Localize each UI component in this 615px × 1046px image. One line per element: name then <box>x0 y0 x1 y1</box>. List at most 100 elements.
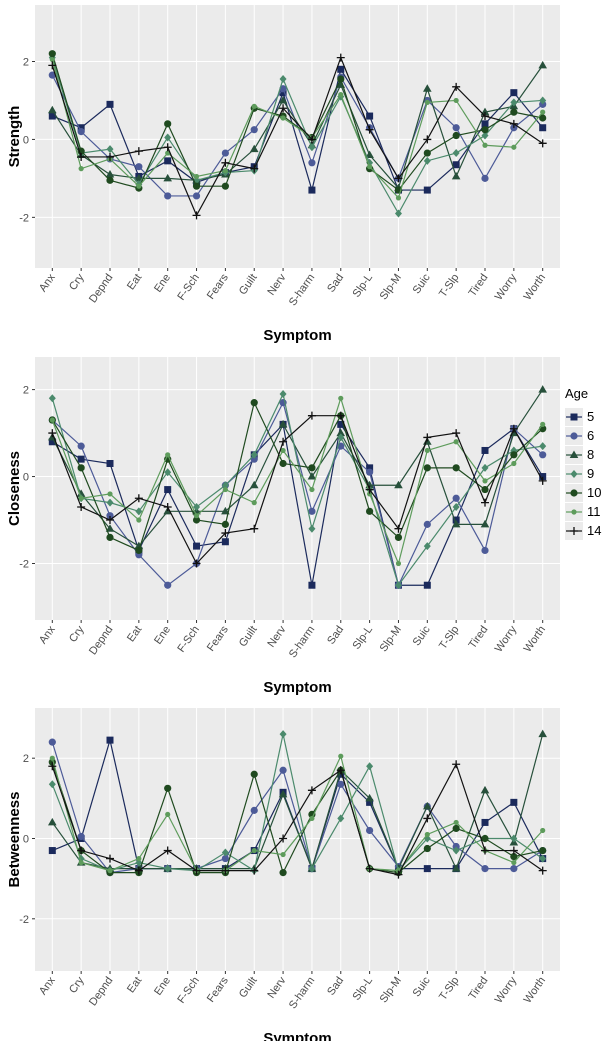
marker <box>395 195 402 201</box>
marker <box>250 164 259 173</box>
marker <box>570 489 578 497</box>
marker <box>337 433 345 442</box>
marker <box>164 192 172 200</box>
x-tick-label: F-Sch <box>175 272 202 303</box>
marker <box>164 784 172 792</box>
marker <box>250 770 258 778</box>
marker <box>78 859 84 866</box>
x-tick-label: Worry <box>493 623 520 654</box>
marker <box>163 502 172 511</box>
x-tick-label: Guilt <box>237 272 260 297</box>
marker <box>106 736 114 744</box>
marker <box>308 864 316 873</box>
marker <box>78 495 84 501</box>
marker <box>221 158 230 167</box>
marker <box>480 785 490 794</box>
marker <box>509 424 518 433</box>
marker <box>481 174 489 182</box>
marker <box>222 167 228 174</box>
series-line <box>52 67 544 193</box>
marker <box>49 755 55 761</box>
marker <box>338 92 344 98</box>
marker <box>78 166 84 172</box>
marker <box>482 142 488 148</box>
x-tick-label: Nerv <box>265 974 288 1000</box>
x-tick-label: Ene <box>152 272 173 295</box>
marker <box>481 846 489 855</box>
marker <box>48 429 57 438</box>
marker <box>394 209 402 218</box>
marker <box>134 147 143 156</box>
marker <box>278 789 288 798</box>
marker <box>481 446 489 454</box>
marker <box>164 157 172 165</box>
marker <box>164 133 172 142</box>
x-tick-label: F-Sch <box>175 624 202 655</box>
x-tick-label: T-Slp <box>437 624 462 652</box>
plot-background <box>35 708 560 971</box>
marker <box>538 139 547 148</box>
marker <box>423 844 431 853</box>
marker <box>164 864 172 873</box>
marker <box>394 524 403 533</box>
marker <box>337 770 345 778</box>
marker <box>336 766 345 775</box>
series-line <box>51 733 544 872</box>
marker <box>77 455 85 463</box>
marker <box>510 451 518 459</box>
marker <box>77 124 85 132</box>
marker <box>307 135 316 144</box>
x-tick-label: Guilt <box>237 624 260 649</box>
marker <box>107 491 113 497</box>
marker <box>338 395 344 401</box>
y-tick-label: 0 <box>23 134 29 146</box>
marker <box>106 460 114 468</box>
legend-label: 5 <box>587 409 594 424</box>
series <box>48 389 547 590</box>
marker <box>106 533 114 542</box>
y-tick-label: -2 <box>19 558 29 570</box>
marker <box>106 512 114 520</box>
marker <box>538 385 547 393</box>
marker <box>221 866 230 875</box>
marker <box>510 108 518 116</box>
marker <box>511 144 517 150</box>
marker <box>481 126 489 134</box>
series-line <box>51 415 544 565</box>
x-tick-label: Cry <box>67 623 87 644</box>
marker <box>511 859 517 866</box>
marker <box>367 491 373 497</box>
marker <box>395 560 402 567</box>
marker <box>279 766 287 774</box>
marker <box>481 546 489 555</box>
x-tick-label: Guilt <box>237 975 260 1000</box>
marker <box>337 420 345 428</box>
x-tick-label: Tired <box>466 624 490 651</box>
marker <box>366 798 374 806</box>
marker <box>452 161 460 169</box>
x-tick-label: Eat <box>125 272 144 292</box>
marker <box>453 97 459 104</box>
marker <box>192 866 201 875</box>
series-line <box>51 53 543 191</box>
marker <box>48 738 56 746</box>
marker <box>423 84 432 92</box>
marker <box>221 529 230 538</box>
marker <box>221 481 229 490</box>
x-tick-label: Depnd <box>87 975 115 1008</box>
marker <box>192 516 201 524</box>
marker <box>452 502 460 511</box>
marker <box>452 429 461 438</box>
marker <box>539 451 547 459</box>
series-line <box>51 754 544 872</box>
marker <box>481 485 489 494</box>
series-line <box>51 400 544 552</box>
y-axis-title: Closeness <box>6 451 23 526</box>
marker <box>337 780 345 788</box>
x-tick-label: Depnd <box>87 624 115 657</box>
marker <box>106 152 114 161</box>
marker <box>251 847 257 854</box>
legend-label: 8 <box>587 447 594 462</box>
marker <box>366 464 374 472</box>
